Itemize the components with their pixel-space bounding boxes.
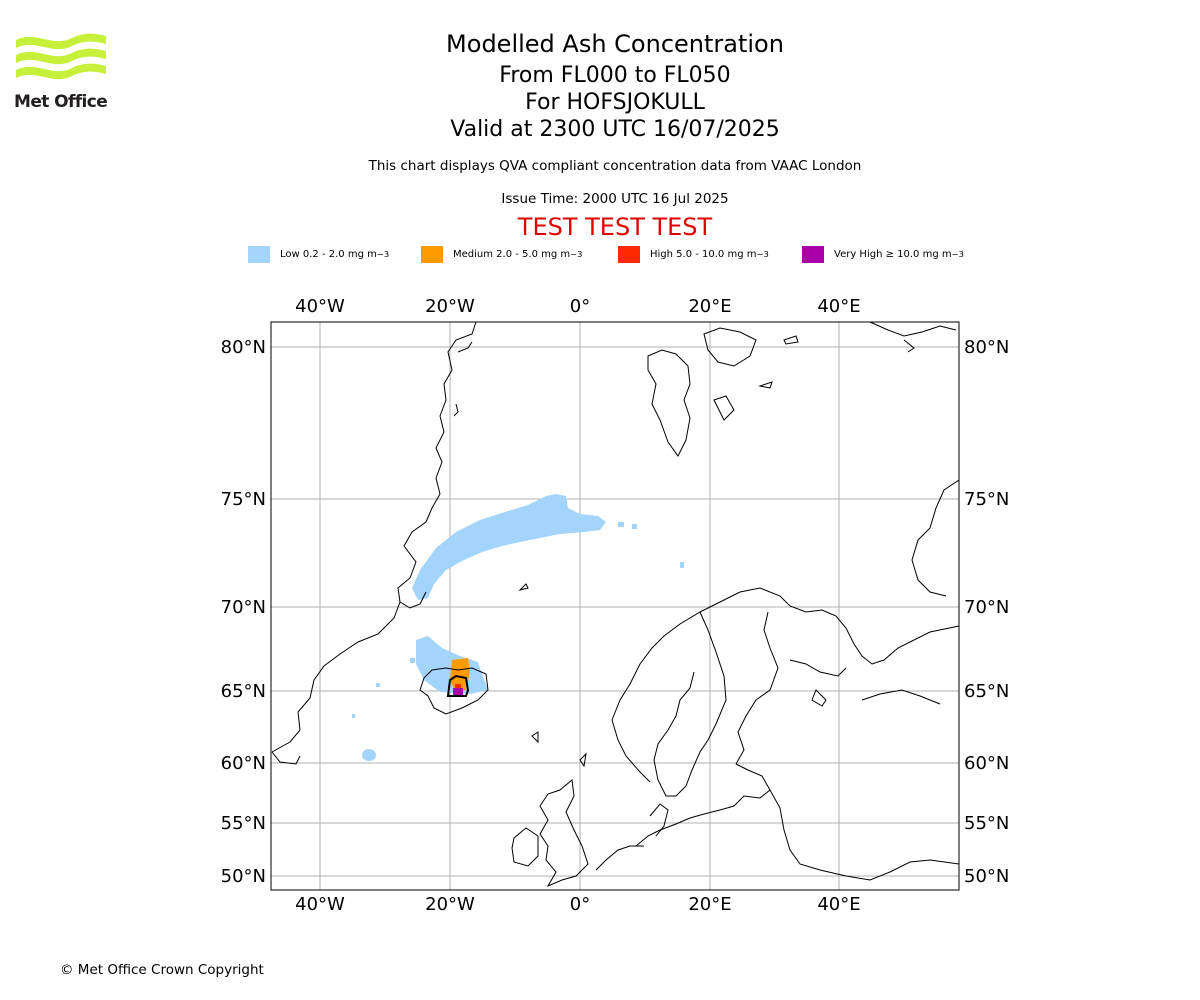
lat-tick-right-60n: 60°N [964, 753, 1009, 774]
logo-text: Met Office [14, 92, 108, 112]
lat-ticks-right: 80°N 75°N 70°N 65°N 60°N 55°N 50°N [964, 337, 1009, 887]
lat-tick-right-65n: 65°N [964, 681, 1009, 702]
lat-tick-right-50n: 50°N [964, 866, 1009, 887]
legend-exponent-very-high: −3 [951, 249, 964, 259]
legend-swatch-medium [421, 245, 443, 263]
legend-item-high: High 5.0 - 10.0 mg m −3 [618, 244, 769, 264]
coastlines [271, 321, 960, 888]
legend-item-very-high: Very High ≥ 10.0 mg m −3 [802, 244, 964, 264]
lon-tick-top-20e: 20°E [688, 296, 731, 317]
met-office-waves-icon [16, 33, 106, 80]
lon-tick-bottom-40w: 40°W [295, 894, 345, 915]
met-office-logo: Met Office [14, 30, 109, 115]
legend-item-low: Low 0.2 - 2.0 mg m −3 [248, 244, 389, 264]
lon-tick-bottom-40e: 40°E [817, 894, 860, 915]
lat-tick-left-60n: 60°N [221, 753, 266, 774]
flight-level-subtitle: From FL000 to FL050 [499, 63, 731, 88]
lon-tick-bottom-20e: 20°E [688, 894, 731, 915]
legend-label-very-high: Very High ≥ 10.0 mg m [834, 248, 952, 260]
legend-exponent-medium: −3 [570, 249, 583, 259]
volcano-subtitle: For HOFSJOKULL [525, 90, 705, 115]
lat-ticks-left: 80°N 75°N 70°N 65°N 60°N 55°N 50°N [221, 337, 266, 887]
lon-tick-top-40w: 40°W [295, 296, 345, 317]
legend-swatch-high [618, 245, 640, 263]
legend-swatch-very-high [802, 245, 824, 263]
lon-tick-top-40e: 40°E [817, 296, 860, 317]
test-banner: TEST TEST TEST [517, 213, 713, 241]
lon-ticks-top: 40°W 20°W 0° 20°E 40°E [295, 296, 860, 317]
legend-label-high: High 5.0 - 10.0 mg m [650, 248, 757, 260]
issue-time: Issue Time: 2000 UTC 16 Jul 2025 [501, 191, 729, 207]
lat-tick-right-55n: 55°N [964, 813, 1009, 834]
legend-exponent-low: −3 [376, 249, 390, 259]
lat-tick-left-65n: 65°N [221, 681, 266, 702]
lat-tick-right-75n: 75°N [964, 489, 1009, 510]
lon-ticks-bottom: 40°W 20°W 0° 20°E 40°E [295, 894, 860, 915]
legend-swatch-low [248, 245, 270, 263]
ash-high-area [455, 684, 461, 689]
lon-tick-top-20w: 20°W [425, 296, 475, 317]
ash-map: 40°W 20°W 0° 20°E 40°E 40°W 20°W 0° 20°E… [221, 296, 1010, 915]
map-frame [270, 321, 960, 891]
legend-exponent-high: −3 [756, 249, 769, 259]
legend-item-medium: Medium 2.0 - 5.0 mg m −3 [421, 244, 582, 264]
lat-tick-left-80n: 80°N [221, 337, 266, 358]
lon-tick-bottom-20w: 20°W [425, 894, 475, 915]
legend-label-medium: Medium 2.0 - 5.0 mg m [453, 248, 571, 260]
lat-tick-right-70n: 70°N [964, 597, 1009, 618]
volcano-source-outline [446, 674, 470, 697]
chart-title: Modelled Ash Concentration [446, 30, 784, 58]
qva-note: This chart displays QVA compliant concen… [368, 158, 862, 174]
lon-tick-top-0: 0° [570, 296, 590, 317]
legend-label-low: Low 0.2 - 2.0 mg m [280, 248, 377, 260]
lat-tick-right-80n: 80°N [964, 337, 1009, 358]
lat-tick-left-55n: 55°N [221, 813, 266, 834]
ash-low-area [352, 494, 684, 761]
lon-tick-bottom-0: 0° [570, 894, 590, 915]
lat-tick-left-70n: 70°N [221, 597, 266, 618]
lat-tick-left-50n: 50°N [221, 866, 266, 887]
gridlines [271, 322, 959, 890]
valid-time-subtitle: Valid at 2300 UTC 16/07/2025 [450, 117, 780, 142]
ash-very-high-area [453, 688, 463, 695]
lat-tick-left-75n: 75°N [221, 489, 266, 510]
copyright: © Met Office Crown Copyright [60, 962, 264, 978]
